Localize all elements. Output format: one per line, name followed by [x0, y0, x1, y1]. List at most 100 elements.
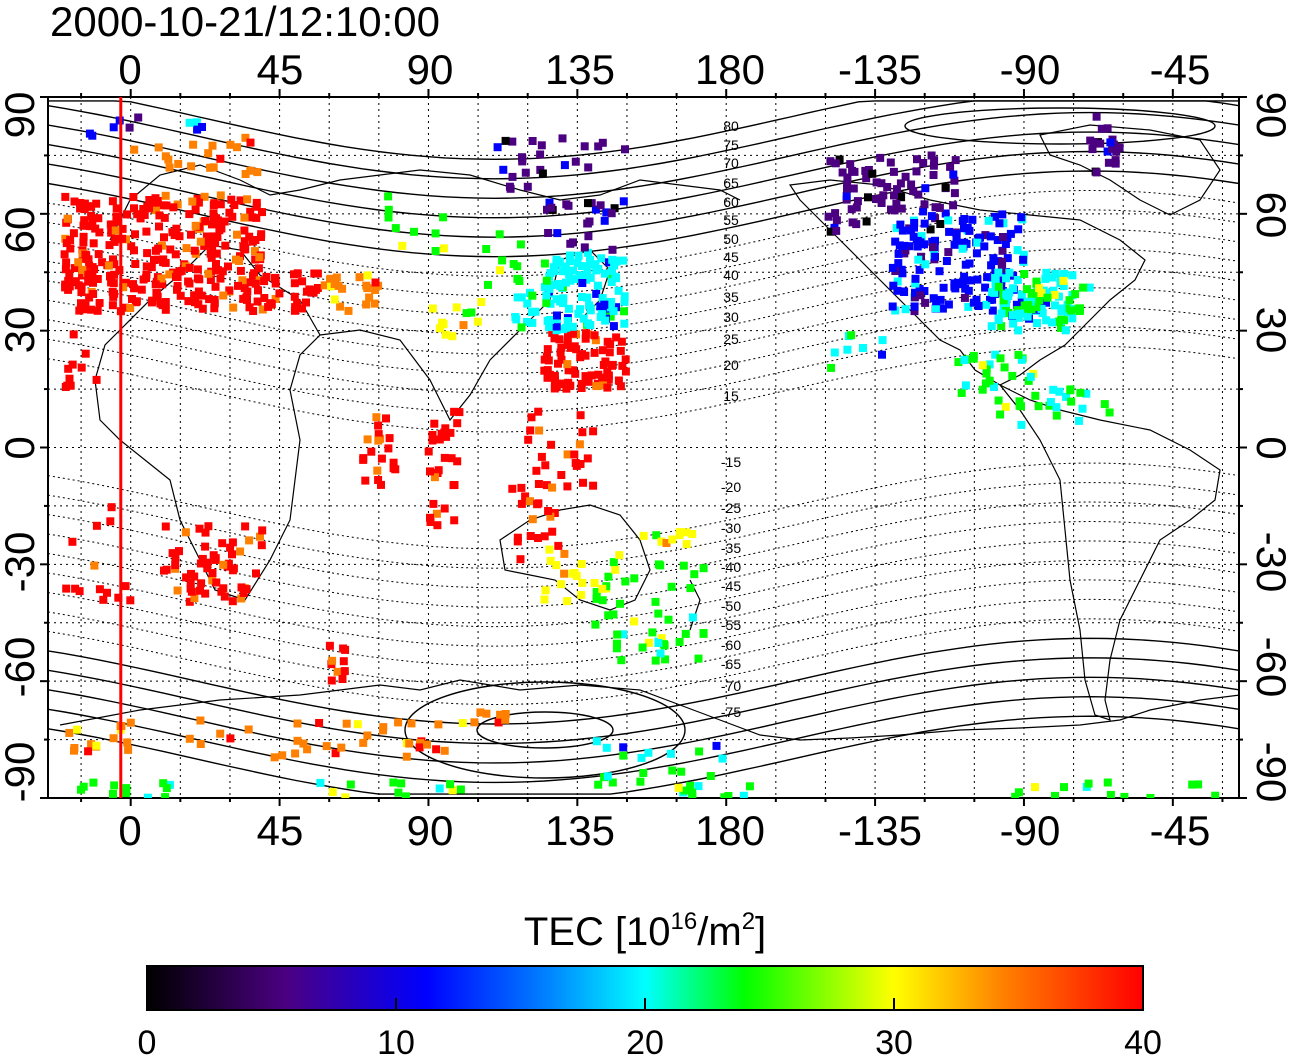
tec-point: [584, 232, 593, 241]
tec-point: [654, 639, 663, 647]
tec-point: [656, 649, 665, 658]
tec-point: [139, 275, 148, 284]
tec-point: [563, 317, 572, 325]
tec-point: [439, 213, 448, 222]
colorbar-title-main: TEC [10: [524, 910, 671, 954]
tec-point: [137, 285, 146, 294]
tec-point: [121, 582, 130, 591]
tec-point: [200, 241, 209, 250]
tec-point: [198, 554, 207, 563]
tec-point: [225, 286, 234, 295]
tec-point: [542, 276, 551, 285]
tec-point: [371, 286, 380, 294]
tec-point: [621, 367, 630, 376]
tec-point: [405, 739, 414, 748]
tec-point: [535, 426, 544, 435]
tec-point: [1062, 392, 1071, 401]
tec-point: [245, 303, 254, 312]
tec-point: [853, 197, 862, 206]
tec-point: [499, 165, 508, 174]
tec-point: [1024, 376, 1033, 385]
tec-point: [130, 284, 139, 293]
tec-point: [160, 566, 168, 575]
tec-point: [890, 191, 898, 200]
tec-point: [123, 738, 132, 747]
tec-point: [550, 509, 559, 517]
tec-point: [122, 784, 131, 793]
tec-point: [887, 205, 895, 214]
tec-point: [80, 216, 89, 225]
tec-point: [668, 766, 677, 775]
tec-point: [1030, 288, 1039, 297]
tec-point: [607, 209, 616, 218]
tec-point: [92, 741, 101, 750]
magnetic-contour: [48, 100, 1239, 161]
bottom-lon-label: 45: [257, 807, 304, 854]
tec-point: [493, 143, 502, 152]
tec-point: [155, 211, 164, 220]
tec-point: [331, 749, 340, 758]
tec-point: [126, 718, 135, 727]
tec-point: [271, 279, 280, 288]
tec-point: [544, 507, 553, 515]
tec-point: [563, 336, 572, 345]
tec-point: [166, 245, 175, 254]
tec-point: [927, 212, 936, 221]
tec-point: [182, 573, 191, 582]
tec-point: [168, 228, 177, 237]
tec-point: [618, 361, 627, 370]
tec-point: [982, 300, 991, 309]
tec-point: [161, 522, 170, 531]
tec-point: [251, 247, 259, 256]
tec-point: [216, 200, 225, 209]
tec-point: [598, 294, 607, 303]
tec-point: [195, 524, 204, 533]
tec-point: [620, 297, 629, 306]
tec-point: [108, 197, 117, 206]
tec-point: [847, 331, 856, 340]
tec-point: [1042, 298, 1050, 307]
bottom-lon-label: 0: [118, 807, 141, 854]
tec-point: [191, 205, 200, 214]
tec-point: [1033, 319, 1041, 328]
tec-point: [552, 383, 561, 392]
tec-point: [1043, 293, 1052, 302]
tec-point: [699, 564, 708, 573]
tec-point: [123, 210, 131, 219]
tec-point: [88, 272, 97, 281]
tec-point: [195, 275, 204, 284]
tec-point: [920, 200, 929, 209]
tec-point: [374, 436, 383, 445]
tec-point: [927, 151, 936, 160]
tec-point: [363, 284, 372, 293]
tec-point: [68, 360, 77, 369]
tec-point: [988, 306, 997, 315]
tec-point: [201, 528, 210, 537]
tec-point: [592, 588, 601, 596]
tec-point: [75, 306, 84, 315]
tec-point: [201, 217, 210, 225]
tec-point: [372, 413, 381, 422]
tec-point: [832, 226, 841, 235]
tec-point: [200, 192, 209, 201]
tec-point: [997, 322, 1006, 331]
tec-point: [340, 667, 349, 676]
contour-label: -70: [721, 678, 741, 694]
tec-point: [898, 226, 907, 235]
tec-point: [290, 292, 299, 301]
tec-point: [1017, 290, 1026, 299]
tec-point: [226, 140, 235, 149]
tec-point: [158, 280, 167, 289]
tec-point: [64, 276, 73, 285]
tec-point: [994, 396, 1003, 405]
tec-point: [576, 353, 585, 362]
tec-point: [630, 617, 639, 626]
tec-point: [569, 366, 578, 375]
tec-point: [161, 305, 170, 314]
tec-point: [484, 280, 492, 289]
tec-point: [377, 480, 385, 489]
tec-point: [574, 309, 583, 318]
tec-point: [996, 354, 1005, 363]
tec-point: [168, 549, 177, 558]
tec-point: [394, 718, 403, 727]
